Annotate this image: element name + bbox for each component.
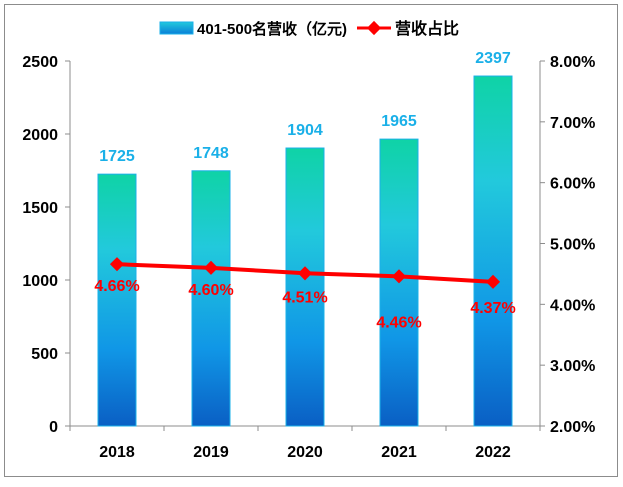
y-left-tick-label: 500 <box>31 346 58 363</box>
bar-label: 2397 <box>475 50 511 67</box>
y-left-tick-label: 2000 <box>22 127 58 144</box>
y-right-tick-label: 4.00% <box>550 297 595 314</box>
bar-label: 1725 <box>99 148 135 165</box>
ratio-label: 4.37% <box>470 300 515 317</box>
bar-2019 <box>191 170 231 427</box>
ratio-marker <box>485 274 501 289</box>
legend-bar-swatch <box>159 21 194 35</box>
x-tick-label: 2022 <box>475 444 511 461</box>
y-left-tick-label: 1500 <box>22 200 58 217</box>
y-right-tick-label: 8.00% <box>550 54 595 71</box>
ratio-label: 4.66% <box>94 278 139 295</box>
legend-line-label: 营收占比 <box>395 19 459 38</box>
y-right-tick-label: 3.00% <box>550 358 595 375</box>
legend-line-marker <box>366 20 382 36</box>
legend-bar-label: 401-500名营收（亿元) <box>197 20 347 38</box>
bar-label: 1748 <box>193 145 229 162</box>
ratio-label: 4.51% <box>282 289 327 306</box>
y-right-tick-label: 5.00% <box>550 237 595 254</box>
ratio-marker <box>109 257 125 272</box>
y-left-tick-label: 2500 <box>22 54 58 71</box>
bar-2020 <box>285 147 325 427</box>
x-tick-label: 2020 <box>287 444 323 461</box>
ratio-label: 4.60% <box>188 282 233 299</box>
y-right-tick-label: 2.00% <box>550 419 595 436</box>
ratio-marker <box>391 269 407 284</box>
ratio-marker <box>297 266 313 281</box>
bar-2022 <box>473 75 513 427</box>
legend: 401-500名营收（亿元) 营收占比 <box>159 19 459 38</box>
ratio-label: 4.46% <box>376 314 421 331</box>
bar-label: 1965 <box>381 113 417 130</box>
bar-label: 1904 <box>287 122 323 139</box>
ratio-marker <box>203 260 219 275</box>
x-tick-label: 2019 <box>193 444 229 461</box>
x-tick-label: 2021 <box>381 444 417 461</box>
y-right-tick-label: 6.00% <box>550 176 595 193</box>
x-tick-label: 2018 <box>99 444 135 461</box>
y-left-tick-label: 0 <box>49 419 58 436</box>
y-right-tick-label: 7.00% <box>550 115 595 132</box>
bar-2018 <box>97 173 137 427</box>
y-left-tick-label: 1000 <box>22 273 58 290</box>
